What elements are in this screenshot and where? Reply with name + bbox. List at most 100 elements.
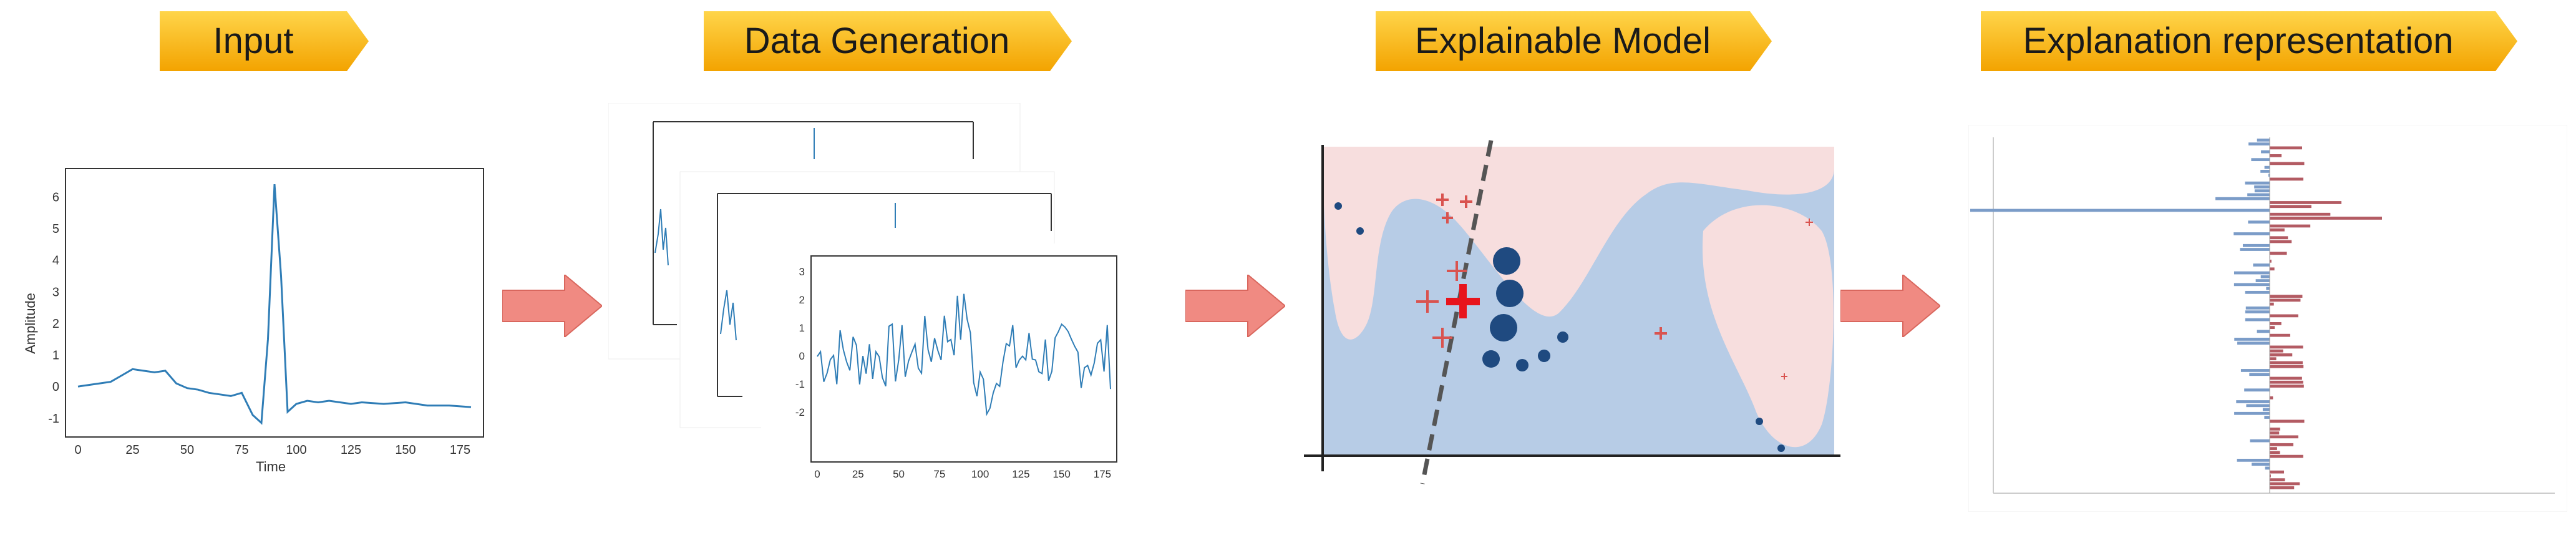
- feature-weight-bar: [2245, 181, 2270, 185]
- y-tick-label: 0: [52, 380, 59, 394]
- feature-weight-bar: [2260, 275, 2270, 278]
- feature-weight-bar: [2270, 295, 2303, 298]
- x-tick-label: 175: [1094, 468, 1111, 480]
- y-tick-label: 2: [52, 317, 59, 331]
- feature-weight-bar: [2237, 341, 2270, 345]
- label-tag-shape: [1981, 11, 2517, 71]
- feature-weight-bar: [2240, 369, 2270, 372]
- feature-weight-bar: [2248, 220, 2270, 224]
- x-tick-label: 25: [852, 468, 864, 480]
- feature-weight-bar: [2270, 177, 2304, 181]
- x-tick-label: 0: [814, 468, 820, 480]
- explanation-representation-panel: [1968, 125, 2567, 512]
- feature-weight-bar: [2270, 396, 2273, 400]
- x-tick-label: 175: [450, 443, 470, 457]
- stage-label-data-generation: Data Generation: [704, 11, 1072, 71]
- input-line-chart: 0 25 50 75 100 125 150 175 6 5 4 3 2 1 0 -1: [48, 168, 484, 457]
- decision-boundary-diagram: [1304, 140, 1840, 484]
- feature-weight-bar: [2270, 205, 2311, 209]
- amplitude-series-line: [77, 184, 472, 425]
- feature-weight-bar: [2270, 486, 2295, 489]
- label-tag-shape: [160, 11, 369, 71]
- feature-weight-bar: [2270, 443, 2293, 446]
- feature-weight-bar: [2270, 201, 2342, 204]
- feature-weight-bar: [2270, 357, 2277, 361]
- x-tick-label: 125: [1012, 468, 1029, 480]
- stage-label-text: Input: [213, 21, 294, 61]
- feature-weight-bar: [2242, 243, 2270, 247]
- feature-weight-bar: [2270, 353, 2293, 356]
- feature-weight-bar: [2270, 217, 2382, 220]
- feature-weight-bar: [2233, 283, 2270, 287]
- feature-weight-bar: [2270, 361, 2303, 365]
- feature-weight-bar: [2262, 408, 2270, 411]
- feature-weight-bar: [2270, 470, 2285, 474]
- feature-weight-bar: [2270, 427, 2280, 431]
- stage-label-explainable-model: Explainable Model: [1376, 11, 1772, 71]
- feature-weight-bar: [2270, 224, 2311, 228]
- feature-weight-bar: [2270, 259, 2272, 263]
- flow-arrow-2: [1185, 275, 1285, 337]
- x-tick-label: 50: [180, 443, 194, 457]
- x-tick-label: 150: [1052, 468, 1070, 480]
- feature-weight-bar: [2270, 228, 2285, 232]
- x-tick-label: 50: [893, 468, 905, 480]
- instance-to-explain-marker: [1446, 284, 1480, 318]
- feature-weight-bar: [2257, 139, 2270, 142]
- x-axis-label: Time: [256, 459, 286, 474]
- feature-weight-bar: [2233, 232, 2270, 235]
- data-generation-panel: 0 25 50 75 100 125 150 175 3 2 1 0 -1 -2: [608, 103, 1170, 496]
- y-tick-label: -2: [795, 406, 805, 418]
- feature-weight-bar: [2244, 388, 2270, 392]
- y-tick-label: 5: [52, 222, 59, 236]
- input-chart-panel: 0 25 50 75 100 125 150 175 6 5 4 3 2 1 0 -1 Time Ampli…: [9, 165, 487, 478]
- stage-label-text: Data Generation: [744, 21, 1010, 61]
- feature-weight-bar: [2270, 345, 2303, 349]
- feature-weight-bar: [2246, 404, 2270, 408]
- feature-weight-bar: [2245, 310, 2270, 313]
- stacked-generated-charts: 0 25 50 75 100 125 150 175 3 2 1 0 -1 -2: [608, 103, 1170, 496]
- y-tick-label: 6: [52, 190, 59, 204]
- feature-weight-bar: [2270, 146, 2303, 150]
- feature-weight-bar: [1970, 209, 2270, 212]
- pink-region-right: [1702, 205, 1834, 448]
- flow-arrow-3: [1840, 275, 1940, 337]
- feature-weight-bar: [2255, 279, 2270, 282]
- y-tick-label: 1: [52, 349, 59, 363]
- y-tick-label: 4: [52, 254, 59, 268]
- feature-weight-bar: [2270, 431, 2280, 434]
- feature-weight-bar: [2270, 451, 2280, 454]
- y-tick-label: -1: [48, 412, 59, 426]
- feature-weight-bar: [2265, 466, 2270, 470]
- feature-weight-bar: [2251, 158, 2270, 162]
- feature-weight-bar: [2270, 298, 2301, 302]
- feature-weight-bar: [2270, 162, 2305, 165]
- feature-weight-bar: [2249, 373, 2270, 376]
- feature-weight-bar: [2254, 185, 2270, 189]
- feature-weight-bar: [2260, 170, 2270, 173]
- feature-weight-bar: [2234, 338, 2270, 341]
- feature-weight-bar: [2234, 411, 2270, 415]
- feature-weight-bar: [2270, 322, 2282, 325]
- feature-weight-bar: [2270, 236, 2288, 240]
- feature-weight-bar: [2253, 263, 2270, 267]
- y-tick-label: 3: [52, 285, 59, 299]
- feature-weight-bar: [2240, 248, 2270, 251]
- generated-series-line: [817, 293, 1111, 416]
- feature-weight-bar: [2270, 302, 2274, 306]
- feature-weight-bar: [2270, 252, 2287, 255]
- feature-weight-bar: [2245, 306, 2270, 310]
- feature-weight-bar: [2264, 416, 2270, 419]
- feature-weight-bar: [2237, 458, 2270, 462]
- feature-weight-bar: [2254, 189, 2270, 193]
- feature-weight-bar: [2270, 154, 2282, 157]
- feature-weight-bar: [2270, 314, 2298, 318]
- y-tick-label: -1: [795, 378, 805, 390]
- x-tick-label: 100: [971, 468, 989, 480]
- feature-weight-bar: [2247, 193, 2270, 197]
- stage-label-text: Explainable Model: [1415, 21, 1711, 61]
- feature-weight-bar: [2270, 349, 2283, 353]
- feature-weight-bar: [2248, 142, 2270, 146]
- feature-weight-bar: [2270, 267, 2275, 271]
- feature-weight-bar: [2236, 400, 2270, 403]
